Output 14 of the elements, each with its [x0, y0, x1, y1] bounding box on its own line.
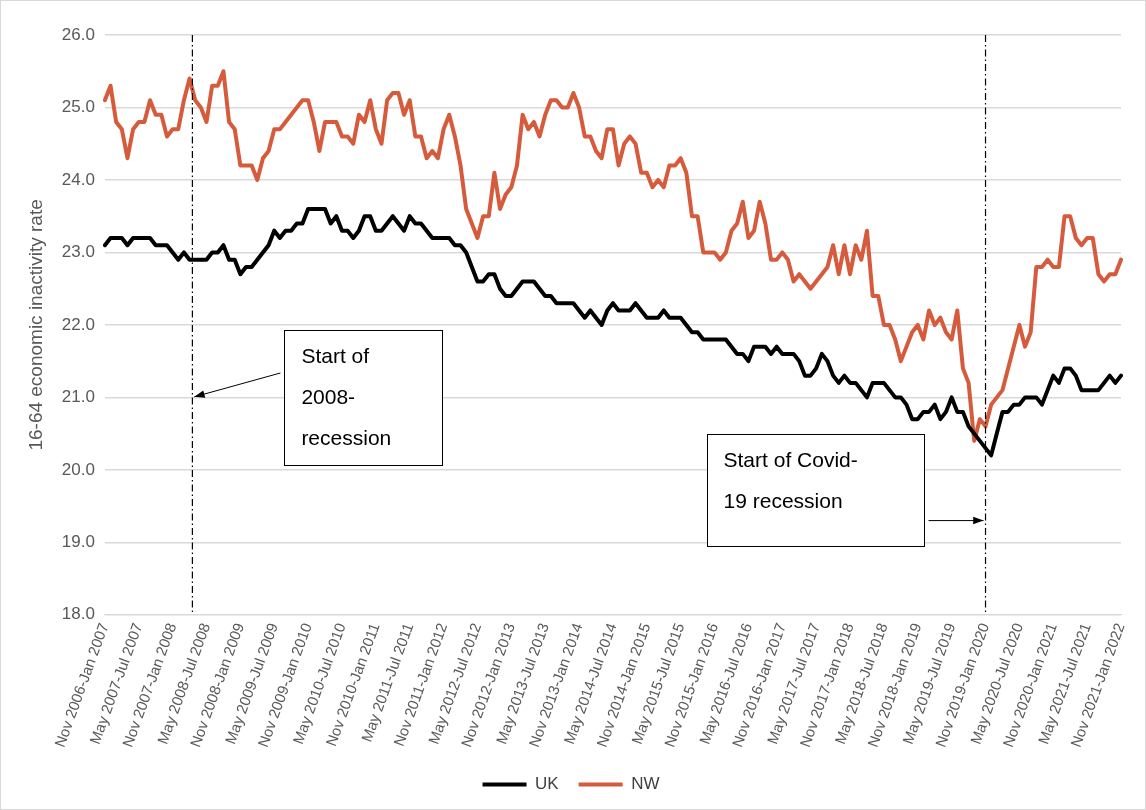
text-box: Start of Covid-19 recession [706, 434, 925, 547]
y-tick-label: 18.0 [61, 604, 95, 624]
y-axis-title: 16-64 economic inactivity rate [24, 199, 46, 451]
y-tick-label: 21.0 [61, 387, 95, 407]
y-tick-label: 24.0 [61, 169, 95, 189]
text-box: Start of 2008-recession [284, 330, 444, 466]
y-tick-label: 22.0 [61, 314, 95, 334]
y-tick-label: 25.0 [61, 97, 95, 117]
y-tick-label: 19.0 [61, 532, 95, 552]
y-tick-label: 26.0 [61, 24, 95, 44]
y-tick-label: 20.0 [61, 459, 95, 479]
legend-label: UK [535, 774, 560, 794]
legend-label: NW [631, 774, 660, 794]
y-tick-label: 23.0 [61, 242, 95, 262]
